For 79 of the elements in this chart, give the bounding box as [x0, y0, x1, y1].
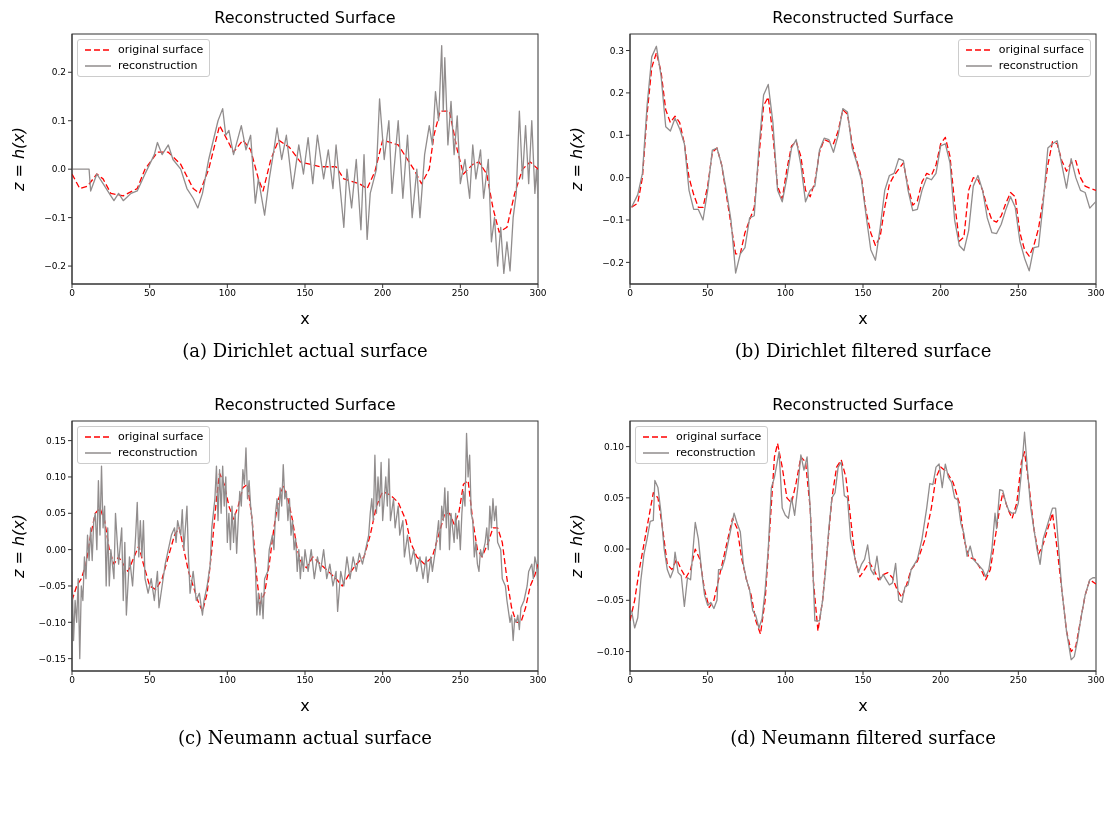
legend-label: original surface: [118, 42, 204, 58]
x-tick-label: 150: [854, 675, 872, 686]
x-tick-label: 150: [296, 675, 314, 686]
y-tick-label: 0.10: [603, 441, 625, 452]
x-tick-label: 200: [932, 288, 950, 299]
y-tick-label: 0.2: [51, 67, 66, 78]
x-axis-title: x: [858, 309, 868, 328]
y-axis-title: z = h(x): [8, 126, 28, 193]
y-tick-label: 0.00: [603, 544, 625, 555]
y-tick-label: 0.05: [45, 508, 66, 519]
chart-title: Reconstructed Surface: [771, 8, 955, 29]
x-tick-label: 0: [627, 288, 634, 299]
legend-label: reconstruction: [676, 445, 756, 461]
x-tick-label: 50: [143, 675, 156, 686]
text: (b) Dirichlet filtered surface: [733, 340, 993, 361]
y-tick-label: 0.3: [609, 45, 624, 56]
y-tick-label: −0.2: [44, 261, 66, 272]
y-tick-label: 0.15: [45, 435, 66, 446]
y-tick-label: 0.2: [609, 88, 624, 99]
x-tick-label: 250: [1009, 288, 1028, 299]
x-tick-label: 200: [374, 675, 392, 686]
y-tick-label: −0.2: [602, 257, 624, 268]
legend-label: reconstruction: [998, 58, 1079, 74]
x-tick-label: 50: [143, 288, 156, 299]
x-tick-label: 50: [701, 675, 714, 686]
x-tick-label: 100: [218, 288, 237, 299]
legend-label: original surface: [998, 42, 1084, 58]
x-tick-label: 300: [529, 288, 547, 299]
x-tick-label: 0: [69, 675, 76, 686]
x-tick-label: 150: [296, 288, 314, 299]
chart-title: Reconstructed Surface: [213, 395, 397, 416]
y-tick-label: −0.10: [596, 646, 625, 657]
line-series: [72, 432, 538, 660]
x-tick-label: 50: [701, 288, 714, 299]
y-tick-label: 0.05: [603, 493, 624, 504]
y-tick-label: −0.1: [602, 215, 624, 226]
x-tick-label: 300: [529, 675, 547, 686]
y-tick-label: 0.10: [45, 472, 67, 483]
y-tick-label: −0.1: [44, 212, 66, 223]
y-axis-title: z = h(x): [566, 513, 586, 580]
x-tick-label: 250: [451, 675, 470, 686]
x-tick-label: 200: [374, 288, 392, 299]
text: (a) Dirichlet actual surface: [181, 340, 429, 361]
x-tick-label: 150: [854, 288, 872, 299]
x-tick-label: 250: [451, 288, 470, 299]
y-axis-title: z = h(x): [8, 513, 28, 580]
y-tick-label: −0.15: [38, 653, 66, 664]
y-tick-label: −0.05: [38, 581, 66, 592]
x-tick-label: 250: [1009, 675, 1028, 686]
x-tick-label: 300: [1087, 288, 1105, 299]
x-tick-label: 300: [1087, 675, 1105, 686]
x-axis-title: x: [300, 696, 310, 715]
y-tick-label: −0.10: [38, 617, 67, 628]
x-tick-label: 0: [69, 288, 76, 299]
chart-title: Reconstructed Surface: [771, 395, 955, 416]
y-tick-label: 0.00: [45, 544, 67, 555]
y-axis-title: z = h(x): [566, 126, 586, 193]
x-tick-label: 200: [932, 675, 950, 686]
line-series: [72, 472, 538, 623]
legend-label: reconstruction: [118, 58, 198, 74]
legend-label: reconstruction: [118, 445, 198, 461]
x-tick-label: 100: [218, 675, 237, 686]
legend-label: original surface: [676, 429, 762, 445]
text: (c) Neumann actual surface: [177, 727, 433, 748]
line-series: [72, 110, 538, 233]
chart-title: Reconstructed Surface: [213, 8, 397, 29]
x-axis-title: x: [858, 696, 868, 715]
legend-label: original surface: [118, 429, 204, 445]
x-axis-title: x: [300, 309, 310, 328]
y-tick-label: 0.0: [609, 172, 625, 183]
y-tick-label: −0.05: [596, 595, 624, 606]
y-tick-label: 0.1: [51, 115, 66, 126]
y-tick-label: 0.1: [609, 130, 624, 141]
y-tick-label: 0.0: [51, 164, 67, 175]
x-tick-label: 100: [776, 288, 795, 299]
x-tick-label: 100: [776, 675, 795, 686]
text: (d) Neumann filtered surface: [729, 727, 997, 748]
line-series: [72, 44, 538, 274]
x-tick-label: 0: [627, 675, 634, 686]
